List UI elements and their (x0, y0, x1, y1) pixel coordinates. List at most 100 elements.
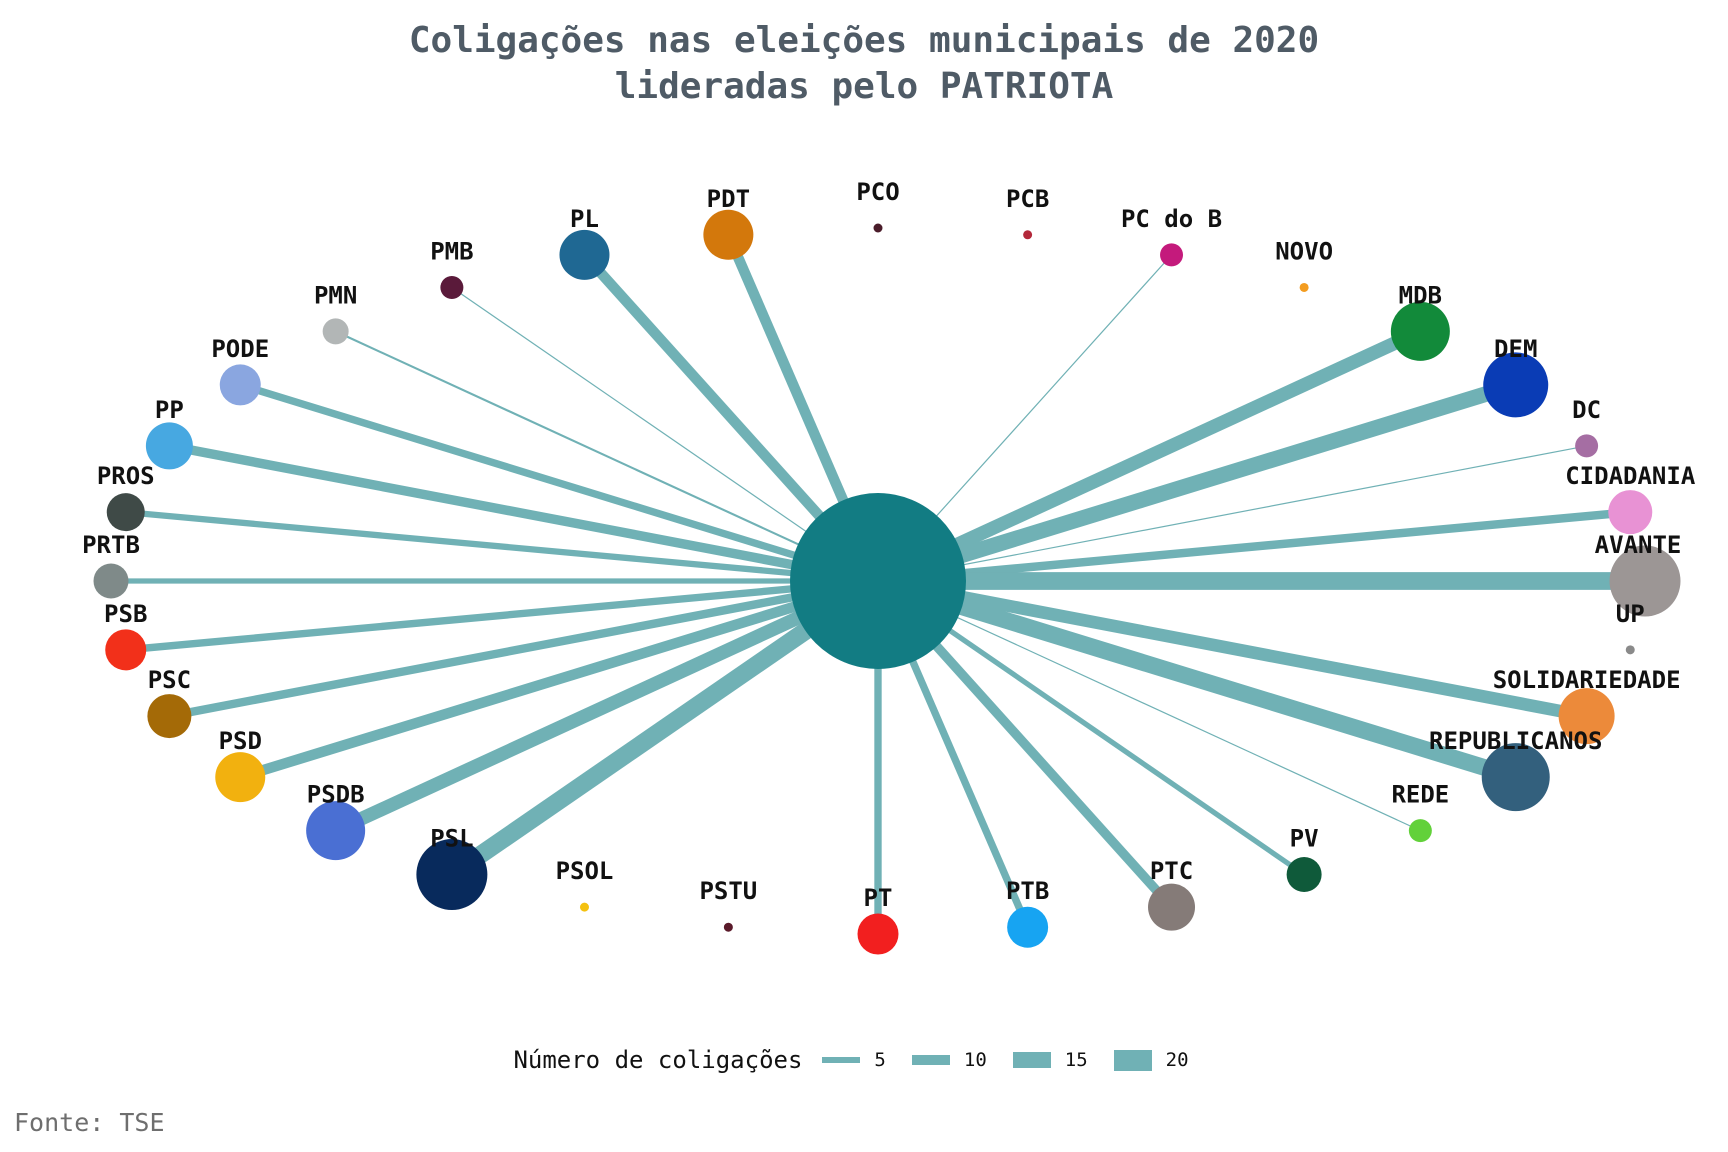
legend-item-15: 15 (1012, 1049, 1088, 1071)
edge-dem (875, 377, 1519, 589)
node-pp[interactable] (145, 422, 193, 470)
legend-swatch (822, 1057, 861, 1063)
legend-value: 5 (874, 1049, 886, 1071)
node-label-pdt: PDT (707, 185, 750, 213)
node-label-pros: PROS (97, 462, 155, 490)
edge-psdb (332, 574, 881, 837)
edge-psc (168, 576, 879, 721)
edge-solidariedade (876, 574, 1588, 723)
node-label-republicanos: REPUBLICANOS (1429, 727, 1602, 755)
legend-item-20: 20 (1113, 1049, 1189, 1071)
legend-title: Número de coligações (513, 1046, 803, 1074)
node-psol[interactable] (579, 902, 589, 912)
node-psc[interactable] (147, 694, 192, 739)
node-label-ptc: PTC (1150, 857, 1193, 885)
node-pc-do-b[interactable] (1160, 243, 1184, 267)
node-avante[interactable] (1609, 545, 1681, 617)
node-cidadania[interactable] (1608, 490, 1653, 535)
node-mdb[interactable] (1390, 301, 1450, 361)
node-solidariedade[interactable] (1558, 688, 1615, 745)
edge-pros (125, 508, 879, 585)
node-psl[interactable] (416, 839, 488, 911)
node-pv[interactable] (1286, 857, 1322, 893)
node-label-pv: PV (1290, 825, 1319, 853)
edge-republicanos (875, 572, 1519, 786)
node-label-pstu: PSTU (699, 877, 757, 905)
edges-layer (111, 232, 1645, 934)
node-label-dc: DC (1572, 396, 1601, 424)
node-pl[interactable] (559, 229, 610, 280)
node-label-up: UP (1616, 600, 1645, 628)
node-label-cidadania: CIDADANIA (1565, 462, 1696, 490)
legend-value: 15 (1064, 1049, 1088, 1071)
chart-title: Coligações nas eleições municipais de 20… (0, 18, 1728, 110)
node-rede[interactable] (1408, 819, 1432, 843)
labels-layer: PRTB PROS PP PODE PMN PMB PL PDT PCO PCB PC do B NO… (82, 178, 1696, 912)
node-label-pl: PL (570, 205, 599, 233)
node-label-pp: PP (155, 396, 184, 424)
node-republicanos[interactable] (1481, 743, 1550, 812)
node-label-mdb: MDB (1399, 281, 1442, 309)
edge-psd (238, 575, 880, 783)
node-label-pmn: PMN (314, 281, 357, 309)
legend-swatch (911, 1054, 950, 1066)
legend-swatch (1113, 1049, 1152, 1071)
edge-dc (877, 445, 1587, 582)
node-pode[interactable] (219, 364, 261, 406)
legend-item-10: 10 (911, 1049, 987, 1071)
node-pcb[interactable] (1023, 230, 1033, 240)
node-label-dem: DEM (1494, 335, 1537, 363)
node-label-psd: PSD (219, 727, 262, 755)
node-pco[interactable] (873, 223, 883, 233)
node-label-psb: PSB (104, 600, 147, 628)
node-label-pc-do-b: PC do B (1121, 205, 1222, 233)
chart-title-line-1: Coligações nas eleições municipais de 20… (408, 20, 1320, 61)
node-label-novo: NOVO (1275, 237, 1333, 265)
node-ptc[interactable] (1148, 883, 1196, 931)
nodes-layer (93, 209, 1681, 955)
node-psb[interactable] (105, 629, 147, 671)
legend-swatch (1012, 1052, 1051, 1068)
node-pros[interactable] (106, 493, 145, 532)
node-label-pt: PT (864, 884, 893, 912)
legend-items: 5 10 15 20 (822, 1049, 1214, 1071)
node-label-rede: REDE (1391, 781, 1449, 809)
legend-value: 20 (1165, 1049, 1189, 1071)
node-label-pcb: PCB (1006, 185, 1049, 213)
node-dem[interactable] (1483, 352, 1549, 418)
node-label-prtb: PRTB (82, 531, 140, 559)
node-label-psol: PSOL (556, 857, 614, 885)
center-node-patriota[interactable] (790, 493, 966, 669)
node-pt[interactable] (857, 913, 899, 955)
edge-pp (168, 441, 879, 586)
source-note: Fonte: TSE (14, 1108, 165, 1137)
node-label-solidariedade: SOLIDARIEDADE (1493, 666, 1681, 694)
legend-item-5: 5 (822, 1049, 886, 1071)
legend: Número de coligações 5 10 15 20 (0, 1046, 1728, 1074)
node-pstu[interactable] (723, 922, 733, 932)
edge-cidadania (877, 507, 1631, 586)
node-psd[interactable] (215, 752, 266, 803)
node-label-avante: AVANTE (1595, 531, 1682, 559)
node-pdt[interactable] (703, 209, 754, 260)
node-label-pmb: PMB (430, 237, 473, 265)
node-label-psc: PSC (148, 666, 191, 694)
node-label-psdb: PSDB (307, 781, 365, 809)
edge-pode (239, 381, 880, 585)
node-psdb[interactable] (306, 801, 366, 861)
node-pmb[interactable] (440, 275, 464, 299)
edge-pmn (335, 330, 879, 582)
edge-mdb (875, 325, 1424, 588)
node-novo[interactable] (1299, 282, 1309, 292)
node-pmn[interactable] (322, 318, 349, 345)
node-up[interactable] (1625, 645, 1635, 655)
node-label-pode: PODE (211, 335, 269, 363)
legend-value: 10 (963, 1049, 987, 1071)
node-dc[interactable] (1575, 434, 1599, 458)
node-label-pco: PCO (856, 178, 899, 206)
node-ptb[interactable] (1007, 906, 1049, 948)
edge-rede (877, 580, 1421, 832)
node-prtb[interactable] (93, 563, 129, 599)
edge-psb (125, 577, 879, 654)
